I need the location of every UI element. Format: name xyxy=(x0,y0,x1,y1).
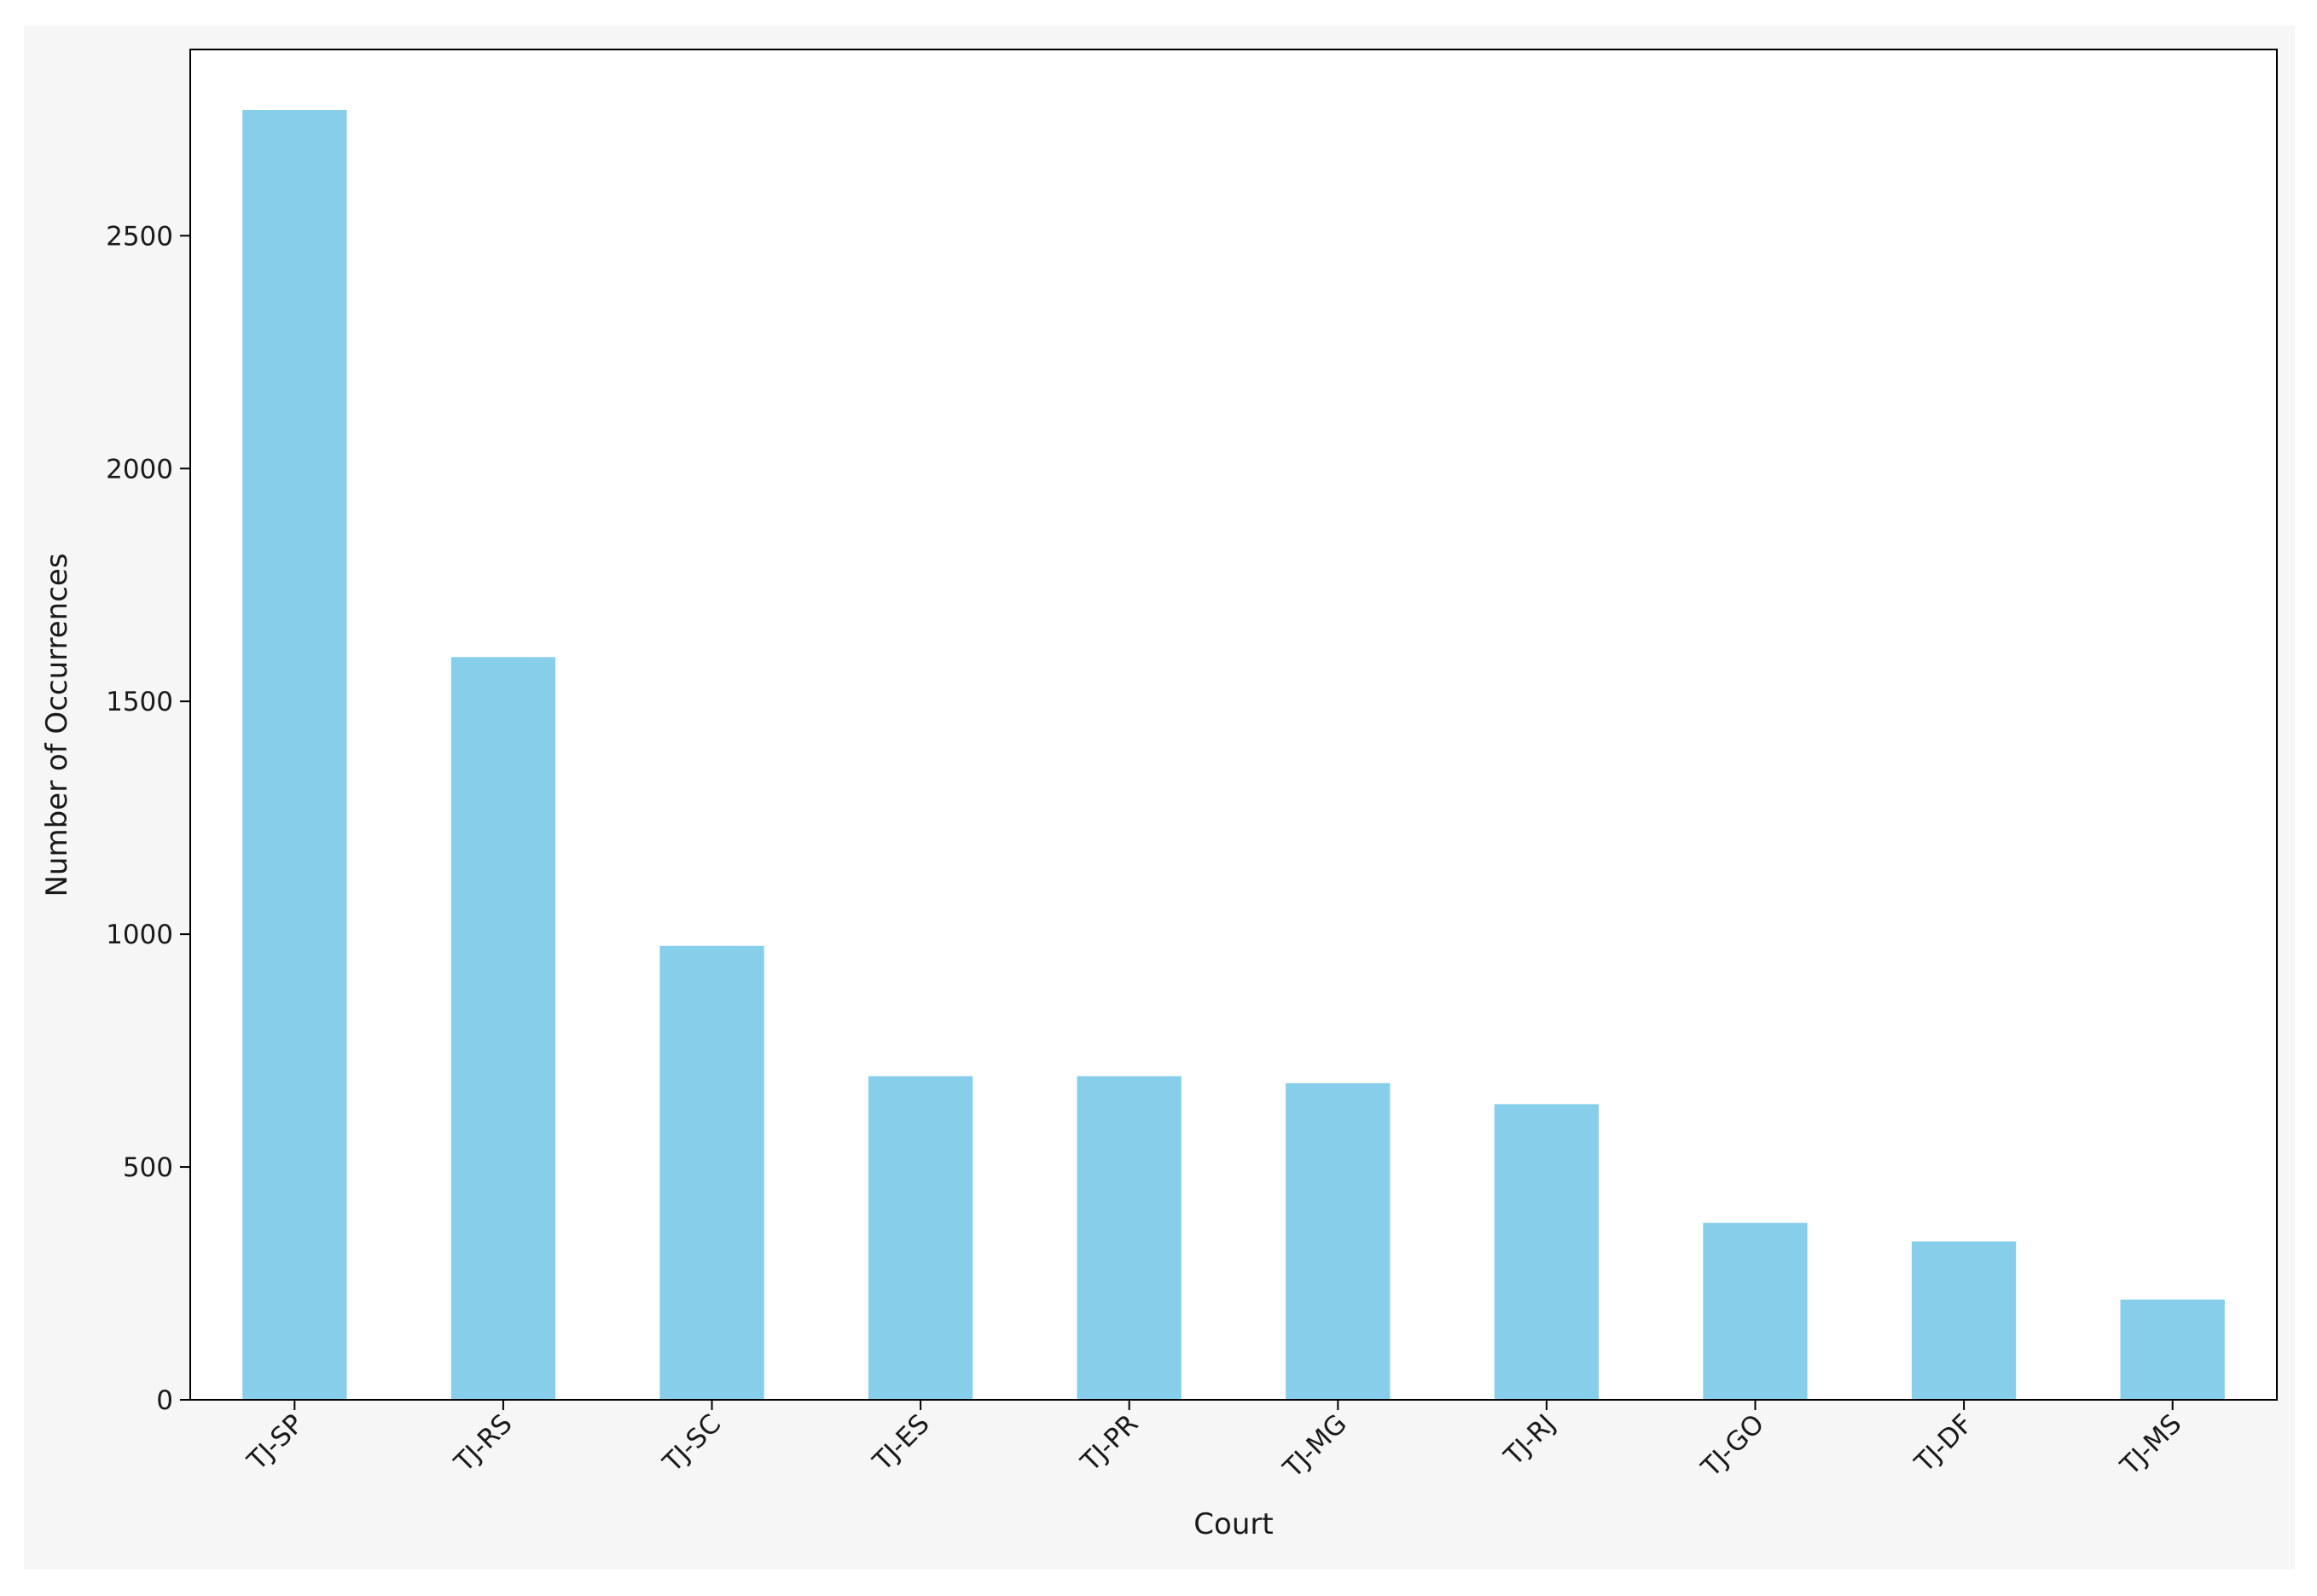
x-tick-label: TJ-SC xyxy=(657,1408,727,1478)
y-tick-label: 2500 xyxy=(106,221,173,252)
x-tick-label: TJ-ES xyxy=(867,1408,936,1477)
figure-background: 0 500 1000 1500 2000 2500 TJ-SP TJ-RS TJ-SC TJ-E… xyxy=(24,26,2295,1570)
x-tick-label: TJ-SP xyxy=(241,1408,310,1477)
bar-tj-pr xyxy=(1077,1076,1182,1400)
plot-border xyxy=(189,49,2278,1401)
bar-tj-rs xyxy=(450,657,556,1400)
x-axis-title: Court xyxy=(1193,1507,1273,1541)
x-tick-label: TJ-PR xyxy=(1075,1408,1145,1478)
y-axis-ticks: 0 500 1000 1500 2000 2500 xyxy=(106,221,190,1416)
bar-tj-rj xyxy=(1494,1104,1599,1400)
x-tick-label: TJ-GO xyxy=(1695,1408,1770,1483)
bar-tj-sp xyxy=(242,110,347,1400)
x-axis-ticks: TJ-SP TJ-RS TJ-SC TJ-ES TJ-PR TJ-MG TJ-RJ TJ-GO… xyxy=(241,1400,2187,1484)
x-tick-label: TJ-MG xyxy=(1277,1408,1353,1484)
y-tick-label: 2000 xyxy=(106,454,173,485)
bar-tj-es xyxy=(868,1076,973,1400)
x-tick-label: TJ-RS xyxy=(448,1408,518,1478)
y-tick-label: 1000 xyxy=(106,920,173,950)
bar-tj-df xyxy=(1911,1241,2017,1400)
bar-tj-go xyxy=(1703,1222,1808,1400)
bar-chart: 0 500 1000 1500 2000 2500 TJ-SP TJ-RS TJ-SC TJ-E… xyxy=(40,49,2278,1541)
bar-tj-sc xyxy=(659,945,764,1400)
y-tick-label: 1500 xyxy=(106,687,173,717)
bar-tj-ms xyxy=(2120,1299,2225,1400)
x-tick-label: TJ-MS xyxy=(2114,1408,2187,1482)
bar-tj-mg xyxy=(1286,1082,1391,1400)
x-tick-label: TJ-DF xyxy=(1908,1408,1979,1479)
y-tick-label: 500 xyxy=(123,1152,173,1183)
y-axis-title: Number of Occurrences xyxy=(40,553,74,897)
x-tick-label: TJ-RJ xyxy=(1498,1408,1562,1472)
y-tick-label: 0 xyxy=(156,1385,173,1416)
bars-group xyxy=(242,110,2225,1400)
